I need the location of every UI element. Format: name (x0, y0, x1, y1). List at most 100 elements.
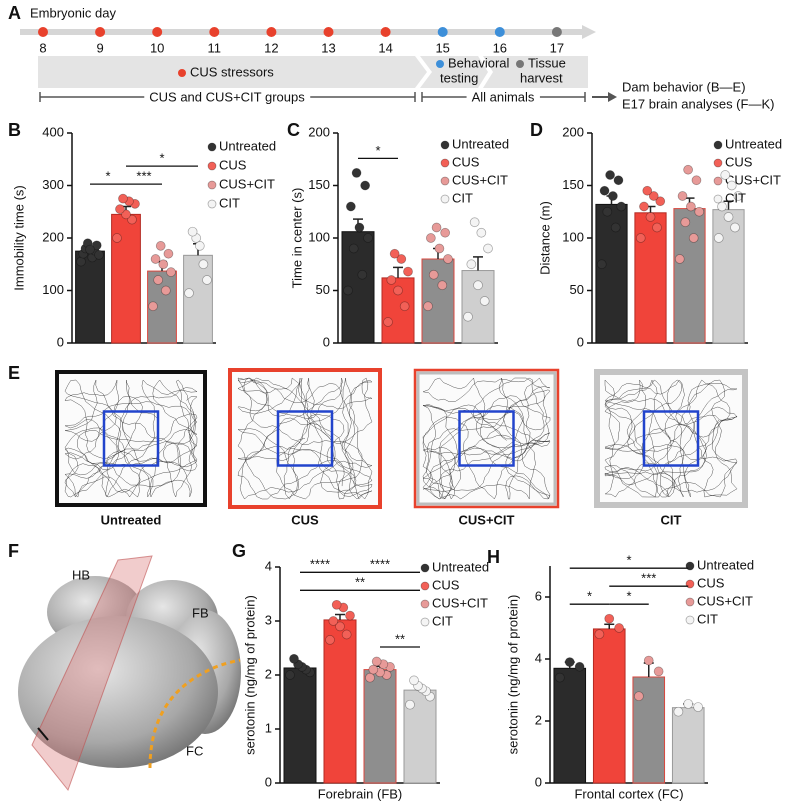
legend-dot (440, 158, 450, 168)
day-label: 12 (264, 40, 278, 55)
data-point (677, 191, 688, 201)
panel-letter: A (8, 3, 21, 23)
bar (671, 707, 705, 784)
y-axis-label: serotonin (ng/mg of protein) (505, 595, 520, 755)
significance-label: * (105, 169, 110, 184)
group-label: CUS+CIT (459, 512, 515, 527)
bar (712, 209, 745, 344)
y-axis-label: serotonin (ng/mg of protein) (242, 595, 257, 755)
y-tick-label: 50 (316, 282, 330, 297)
data-point (479, 296, 490, 306)
data-point (634, 691, 644, 702)
y-tick-label: 50 (570, 282, 584, 297)
y-tick-label: 4 (265, 558, 272, 573)
y-tick-label: 0 (57, 334, 64, 349)
data-point (345, 610, 355, 621)
legend-dot (420, 617, 430, 627)
data-point (91, 240, 102, 251)
legend-dot (207, 142, 217, 152)
data-point (328, 616, 339, 626)
section-plane (31, 555, 153, 792)
data-point (365, 672, 375, 683)
data-point (440, 227, 450, 238)
data-point (403, 266, 413, 277)
data-point (386, 275, 397, 285)
y-axis-label: Distance (m) (537, 201, 552, 275)
group-label: CUS and CUS+CIT groups (149, 89, 305, 104)
data-point (686, 201, 696, 212)
center-zone (276, 410, 334, 467)
data-point (371, 656, 382, 667)
data-point (363, 233, 373, 243)
data-point (389, 248, 400, 259)
significance-label: * (626, 589, 631, 604)
bar (363, 669, 397, 784)
day-label: 15 (435, 40, 449, 55)
data-point (683, 699, 694, 709)
data-point (713, 233, 724, 243)
legend-dot (207, 161, 217, 171)
region-label: HB (72, 567, 90, 582)
y-axis-label: Immobility time (s) (11, 185, 26, 290)
data-point (399, 301, 410, 312)
legend-label: Untreated (452, 136, 509, 151)
trace (422, 377, 551, 500)
legend-dot (713, 194, 723, 204)
y-tick-label: 0 (577, 334, 584, 349)
region-label: FB (192, 605, 209, 620)
legend-label: CUS (219, 157, 247, 172)
data-point (723, 212, 734, 222)
significance-label: **** (370, 557, 390, 572)
data-point (655, 196, 666, 207)
data-point (717, 201, 727, 212)
data-point (635, 233, 646, 243)
legend-dot (713, 176, 723, 186)
significance-label: * (626, 553, 631, 568)
data-point (726, 180, 737, 191)
data-point (393, 285, 403, 296)
legend-label: CUS+CIT (697, 593, 753, 608)
day-dot (38, 27, 48, 37)
data-point (469, 217, 480, 228)
day-label: 11 (208, 40, 222, 55)
brain-render (18, 555, 241, 792)
panel-letter: E (8, 363, 20, 383)
bar (183, 254, 213, 344)
day-dot (323, 27, 334, 37)
data-point (694, 206, 705, 217)
day-dot (551, 27, 562, 37)
legend-dot (713, 158, 723, 168)
data-point (648, 191, 659, 201)
x-axis-label: Forebrain (FB) (318, 786, 403, 801)
data-point (396, 254, 407, 264)
data-point (155, 241, 166, 251)
data-point (158, 259, 169, 270)
significance-label: **** (310, 557, 330, 572)
data-point (85, 244, 95, 255)
day-label: 10 (150, 40, 164, 55)
scale-bar (37, 727, 49, 741)
panel-letter: D (530, 120, 543, 140)
significance-label: ** (395, 631, 405, 646)
data-point (194, 241, 205, 251)
day-label: 13 (321, 40, 335, 55)
data-point (691, 175, 702, 186)
data-point (198, 259, 209, 270)
legend-label: CIT (725, 190, 746, 205)
day-label: 17 (550, 40, 564, 55)
data-point (202, 275, 212, 285)
day-label: 14 (378, 40, 392, 55)
phase-band (483, 56, 588, 88)
data-point (616, 201, 627, 212)
data-point (605, 170, 615, 180)
legend-label: CUS+CIT (725, 172, 781, 187)
day-label: 8 (39, 40, 46, 55)
data-point (423, 301, 433, 312)
data-point (148, 301, 158, 312)
data-point (354, 222, 365, 233)
legend-label: Untreated (697, 557, 754, 572)
phase-dot (516, 60, 524, 68)
legend-label: CUS+CIT (432, 595, 488, 610)
data-point (599, 185, 610, 196)
